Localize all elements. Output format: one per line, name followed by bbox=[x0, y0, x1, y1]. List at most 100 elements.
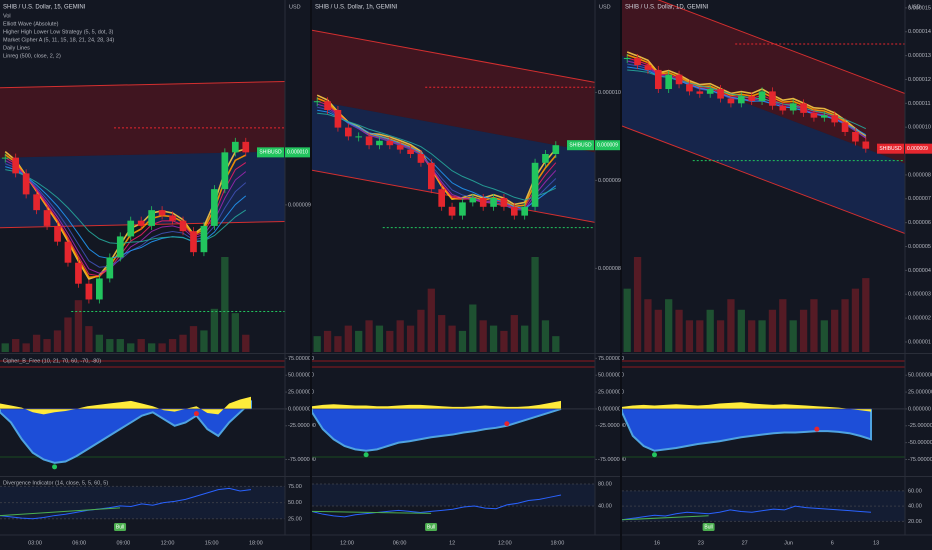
volume-bar bbox=[448, 325, 456, 352]
volume-bar bbox=[116, 339, 124, 352]
y-tick-label: 40.00 bbox=[598, 503, 612, 509]
candle bbox=[96, 278, 103, 300]
volume-bar bbox=[323, 330, 332, 352]
y-tick-label: 0.000014 bbox=[908, 29, 931, 35]
y-tick-label: 0.000011 bbox=[908, 101, 931, 107]
candle bbox=[490, 198, 497, 207]
candle bbox=[852, 131, 859, 142]
y-tick-label: 75.00 bbox=[288, 484, 302, 490]
volume-bar bbox=[489, 325, 498, 352]
volume-bar bbox=[737, 309, 745, 352]
volume-bar bbox=[221, 257, 229, 352]
volume-bar bbox=[406, 325, 415, 352]
bull-line bbox=[312, 510, 432, 514]
volume-bar bbox=[758, 320, 766, 352]
candle bbox=[334, 110, 342, 128]
candle bbox=[448, 206, 456, 216]
volume-bar bbox=[768, 309, 777, 352]
candle bbox=[758, 91, 766, 101]
volume-bar bbox=[521, 325, 529, 352]
volume-bar bbox=[510, 315, 518, 352]
volume-bar bbox=[696, 320, 704, 352]
candle bbox=[654, 69, 662, 90]
y-tick-label: 0.000000 bbox=[288, 406, 311, 412]
time-label: 18:00 bbox=[551, 540, 565, 546]
cipher-title: Cipher_B_Free (10, 21, 70, 60, -70, -80) bbox=[3, 358, 101, 364]
ma-line bbox=[626, 51, 867, 137]
candle bbox=[33, 194, 40, 211]
volume-bar bbox=[396, 320, 404, 352]
panel: Bull bbox=[0, 81, 285, 531]
wave-area-light bbox=[0, 399, 252, 464]
price-tag-box bbox=[285, 147, 310, 158]
time-label: 6 bbox=[831, 540, 834, 546]
chart-title: SHIB / U.S. Dollar, 1h, GEMINI bbox=[315, 5, 398, 11]
volume-bar bbox=[386, 330, 394, 352]
panel: Bull bbox=[312, 29, 595, 531]
y-tick-label: -25.000000 bbox=[598, 423, 626, 429]
y-tick-label: -75.000000 bbox=[908, 457, 932, 463]
candle bbox=[12, 157, 20, 174]
candle bbox=[324, 101, 331, 110]
y-tick-label: 80.00 bbox=[598, 481, 612, 487]
candle bbox=[479, 198, 487, 207]
y-tick-label: -75.000000 bbox=[598, 457, 626, 463]
volume-bar bbox=[375, 325, 384, 352]
time-label: 27 bbox=[742, 540, 748, 546]
time-label: 15:00 bbox=[205, 540, 219, 546]
channel-edge bbox=[312, 169, 595, 223]
time-label: 06:00 bbox=[72, 540, 86, 546]
volume-bar bbox=[179, 334, 187, 352]
y-tick-label: 0.000003 bbox=[908, 292, 931, 298]
rsi-band bbox=[312, 484, 595, 506]
y-tick-label: 0.000000 bbox=[908, 406, 931, 412]
time-label: 12:00 bbox=[340, 540, 354, 546]
price-tag-symbol-box bbox=[567, 140, 594, 151]
y-tick-label: 0.000009 bbox=[288, 202, 311, 208]
currency: USD bbox=[289, 4, 301, 10]
price-tag-symbol: SHIBUSD bbox=[569, 143, 592, 149]
volume-bar bbox=[127, 343, 135, 352]
price-tag-box bbox=[905, 143, 932, 154]
candle bbox=[85, 283, 93, 300]
candle bbox=[841, 122, 849, 132]
candle bbox=[200, 225, 208, 253]
sell-dot bbox=[814, 426, 820, 432]
candle bbox=[552, 145, 560, 154]
y-tick-label: -25.000000 bbox=[908, 423, 932, 429]
candle bbox=[407, 149, 414, 154]
candle bbox=[531, 162, 539, 207]
volume-bar bbox=[675, 309, 683, 352]
channel-lower bbox=[312, 100, 595, 223]
candle bbox=[459, 202, 466, 216]
sell-dot bbox=[504, 421, 510, 427]
volume-bar bbox=[168, 339, 177, 352]
candle bbox=[438, 189, 446, 207]
volume-bar bbox=[458, 330, 467, 352]
channel-lower bbox=[0, 151, 285, 228]
volume-bar bbox=[417, 309, 425, 352]
y-tick-label: -50.000000 bbox=[908, 440, 932, 446]
volume-bar bbox=[862, 278, 870, 352]
candle bbox=[54, 225, 61, 242]
candle bbox=[500, 198, 508, 207]
volume-bar bbox=[789, 320, 797, 352]
price-tag-label: 0.000010 bbox=[287, 150, 308, 156]
currency: USD bbox=[909, 4, 921, 10]
legend-item: Elliott Wave (Absolute) bbox=[3, 21, 59, 27]
volume-bar bbox=[231, 313, 239, 352]
volume-bar bbox=[12, 339, 20, 352]
candle bbox=[64, 241, 72, 263]
y-tick-label: 0.000012 bbox=[908, 77, 931, 83]
y-tick-label: 0.000000 bbox=[598, 406, 621, 412]
sell-dot bbox=[193, 411, 199, 417]
candle bbox=[665, 74, 673, 90]
bull-badge bbox=[702, 523, 715, 531]
y-tick-label: 0.000015 bbox=[908, 5, 931, 11]
volume-bar bbox=[469, 304, 477, 352]
bull-label: Bull bbox=[116, 524, 124, 530]
volume-bar bbox=[799, 309, 808, 352]
y-tick-label: 0.000002 bbox=[908, 316, 931, 322]
